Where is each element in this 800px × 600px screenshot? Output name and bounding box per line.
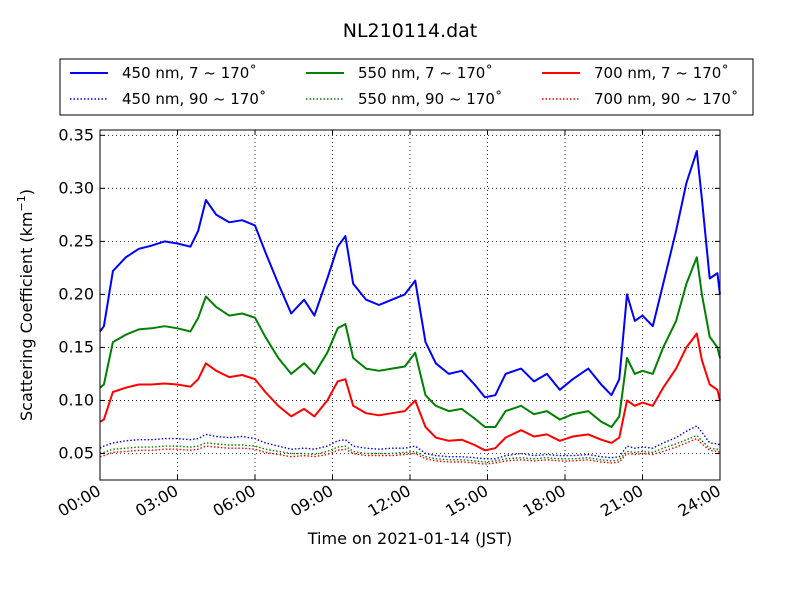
- grid: [100, 130, 720, 480]
- legend-label: 450 nm, 90 ~ 170˚: [122, 90, 266, 108]
- series-layer: [99, 150, 721, 465]
- y-axis-label: Scattering Coefficient (km−1): [15, 189, 36, 421]
- y-tick-label: 0.15: [58, 337, 94, 356]
- series-line: [99, 332, 721, 452]
- chart-title: NL210114.dat: [343, 20, 478, 42]
- legend-label: 700 nm, 90 ~ 170˚: [594, 90, 738, 108]
- legend-label: 550 nm, 90 ~ 170˚: [358, 90, 502, 108]
- series-line: [99, 256, 721, 428]
- series-line: [99, 434, 721, 463]
- y-tick-label: 0.05: [58, 443, 94, 462]
- series-line: [99, 150, 721, 399]
- series-line: [99, 425, 721, 460]
- series-line: [99, 437, 721, 465]
- y-tick-label: 0.20: [58, 284, 94, 303]
- legend-label: 700 nm, 7 ~ 170˚: [594, 64, 729, 82]
- y-tick-label: 0.25: [58, 231, 94, 250]
- y-axis-label-end: ): [17, 189, 36, 195]
- legend-label: 450 nm, 7 ~ 170˚: [122, 64, 257, 82]
- y-axis-label-exponent: −1: [15, 195, 28, 211]
- y-tick-label: 0.35: [58, 125, 94, 144]
- plot-area: 00:00 03:00 06:00 09:00 12:00 15:00 18:00 21:00…: [55, 125, 724, 520]
- y-axis-label-main: Scattering Coefficient (km: [17, 211, 36, 421]
- legend-label: 550 nm, 7 ~ 170˚: [358, 64, 493, 82]
- y-tick-label: 0.30: [58, 178, 94, 197]
- legend-entries: 450 nm, 7 ~ 170˚ 550 nm, 7 ~ 170˚ 700 nm, …: [70, 64, 738, 108]
- y-tick-label: 0.10: [58, 390, 94, 409]
- x-axis-label: Time on 2021-01-14 (JST): [307, 529, 512, 548]
- legend: 450 nm, 7 ~ 170˚ 550 nm, 7 ~ 170˚ 700 nm, …: [59, 58, 754, 116]
- legend-frame: [59, 58, 754, 116]
